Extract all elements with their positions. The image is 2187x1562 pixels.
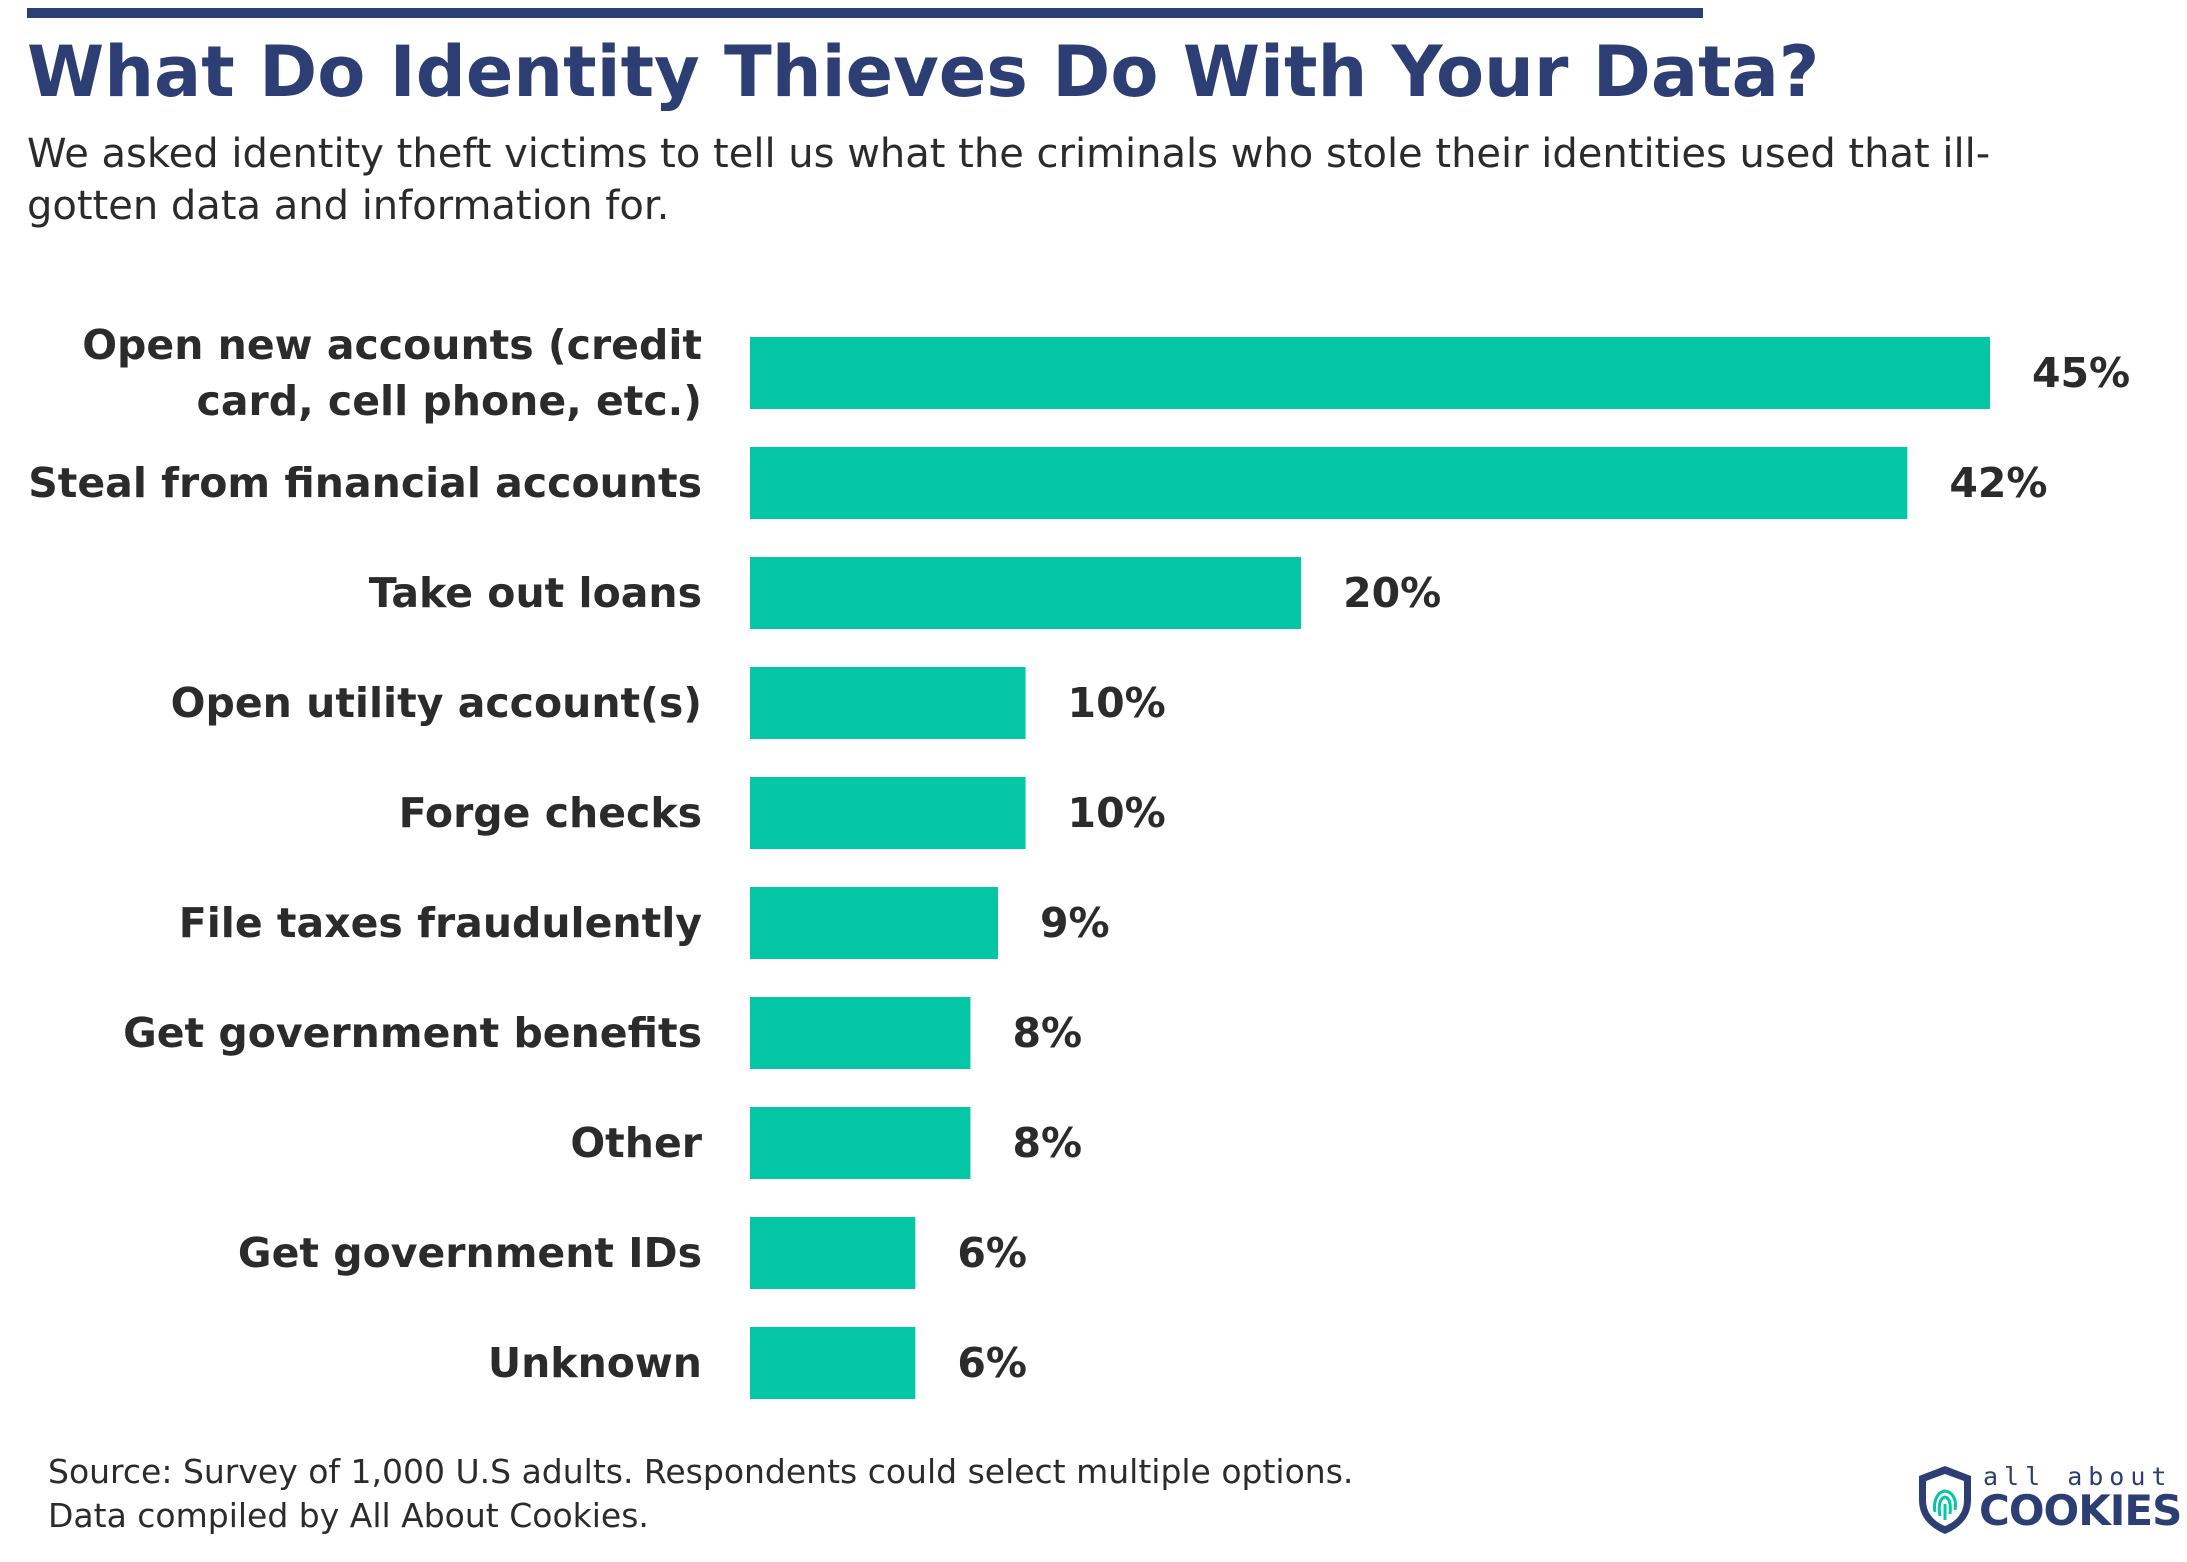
category-label-4: Forge checks — [399, 789, 702, 837]
value-label-9: 6% — [957, 1339, 1027, 1387]
category-label-3: Open utility account(s) — [171, 679, 702, 727]
source-line-2: Data compiled by All About Cookies. — [48, 1496, 649, 1535]
bar-2 — [750, 557, 1302, 629]
category-label-9: Unknown — [488, 1339, 702, 1387]
value-label-7: 8% — [1012, 1119, 1082, 1167]
source-note: Source: Survey of 1,000 U.S adults. Resp… — [48, 1450, 1353, 1538]
bar-5 — [750, 887, 998, 959]
all-about-cookies-logo: all about COOKIES — [1915, 1462, 2182, 1542]
bar-0 — [750, 337, 1990, 409]
value-label-0: 45% — [2032, 349, 2130, 397]
bar-9 — [750, 1327, 916, 1399]
chart-subtitle: We asked identity theft victims to tell … — [27, 131, 1991, 229]
bar-3 — [750, 667, 1026, 739]
value-label-1: 42% — [1949, 459, 2047, 507]
value-label-3: 10% — [1068, 679, 1166, 727]
category-label-7: Other — [570, 1119, 702, 1167]
top-rule — [27, 8, 1703, 18]
chart-title: What Do Identity Thieves Do With Your Da… — [27, 31, 1820, 113]
shield-fingerprint-icon — [1919, 1466, 1971, 1534]
value-label-2: 20% — [1343, 569, 1441, 617]
value-label-6: 8% — [1012, 1009, 1082, 1057]
bar-1 — [750, 447, 1908, 519]
category-label-8: Get government IDs — [238, 1229, 702, 1277]
category-label-2: Take out loans — [369, 569, 702, 617]
bar-8 — [750, 1217, 916, 1289]
logo-small-text: all about — [1983, 1462, 2173, 1491]
bar-4 — [750, 777, 1026, 849]
bar-7 — [750, 1107, 971, 1179]
category-label-0: Open new accounts (credit card, cell phon… — [82, 321, 702, 425]
category-label-6: Get government benefits — [123, 1009, 702, 1057]
logo-big-text: COOKIES — [1979, 1486, 2182, 1535]
source-line-1: Source: Survey of 1,000 U.S adults. Resp… — [48, 1452, 1354, 1491]
category-label-1: Steal from financial accounts — [28, 459, 702, 507]
category-label-5: File taxes fraudulently — [179, 899, 702, 947]
value-label-8: 6% — [957, 1229, 1027, 1277]
value-label-4: 10% — [1068, 789, 1166, 837]
value-label-5: 9% — [1040, 899, 1110, 947]
bar-6 — [750, 997, 971, 1069]
